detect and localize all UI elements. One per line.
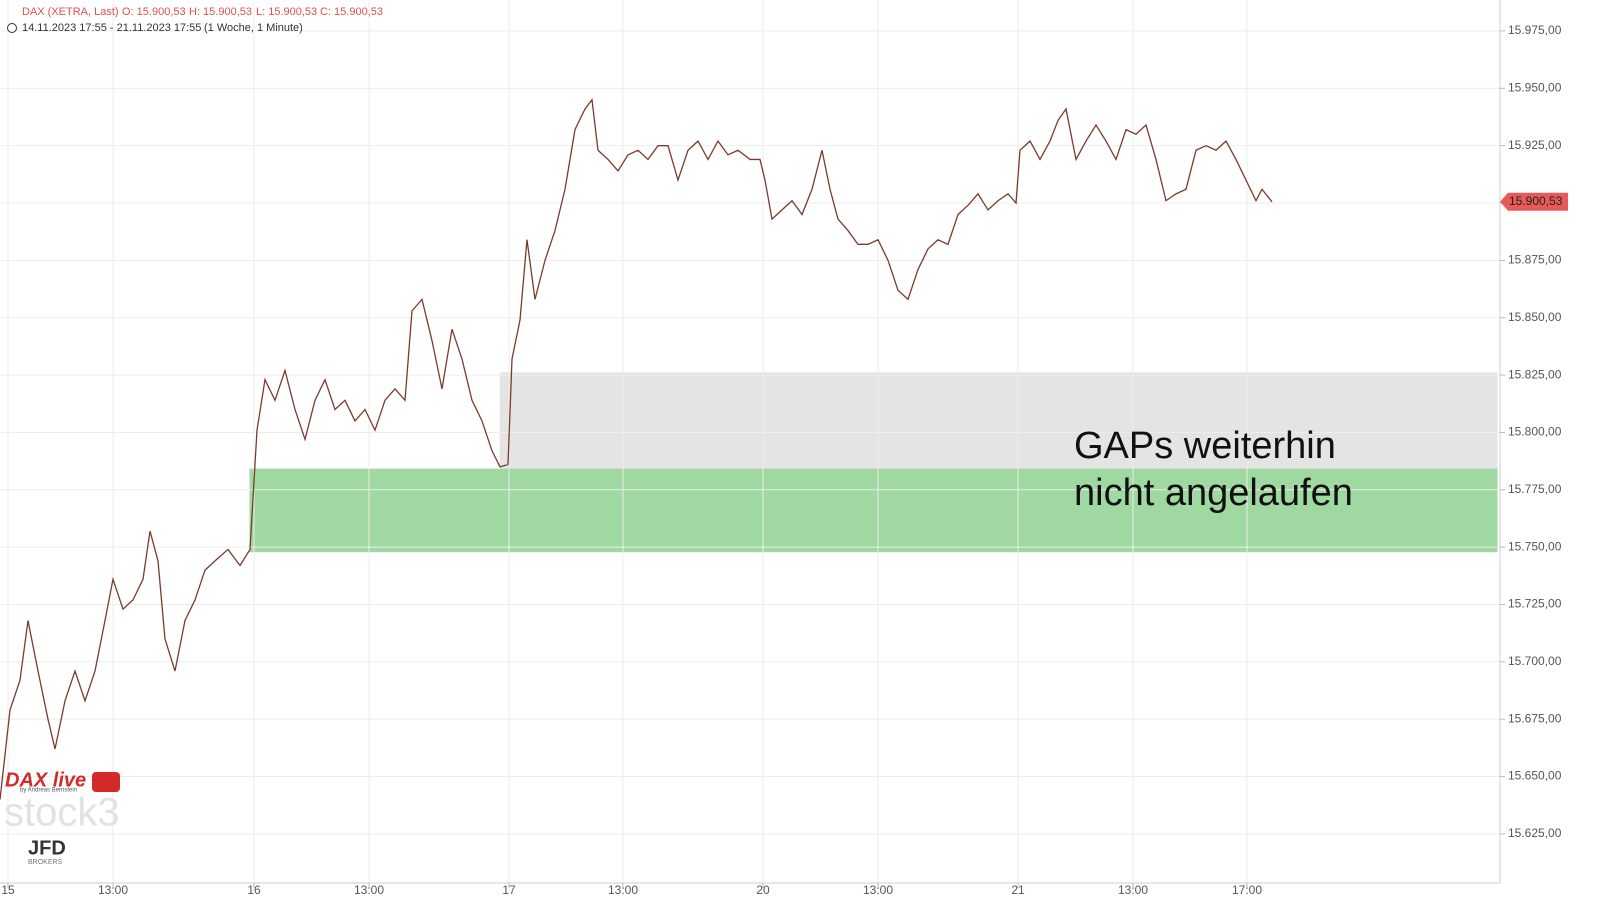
x-tick-label: 21 <box>1011 883 1025 897</box>
y-tick-label: 15.775,00 <box>1508 482 1562 496</box>
last-price-tag <box>1500 192 1568 211</box>
y-tick-label: 15.650,00 <box>1508 769 1562 783</box>
header-close: C: 15.900,53 <box>320 6 383 18</box>
zones <box>249 372 1498 553</box>
y-tick-label: 15.750,00 <box>1508 539 1562 553</box>
gap-zone <box>499 372 1498 470</box>
interval-text: (1 Woche, 1 Minute) <box>204 22 303 34</box>
x-tick-label: 13:00 <box>98 883 128 897</box>
range-text: 14.11.2023 17:55 - 21.11.2023 17:55 <box>22 22 201 34</box>
header-high: H: 15.900,53 <box>189 6 252 18</box>
logo-dax-live-sub: by Andreas Bernstein <box>20 788 77 794</box>
logo-stock3: stock3 <box>4 791 120 835</box>
clock-icon <box>7 23 17 33</box>
x-tick-label: 17:00 <box>1232 883 1262 897</box>
y-tick-label: 15.825,00 <box>1508 367 1562 381</box>
x-tick-label: 15 <box>1 883 15 897</box>
x-tick-label: 20 <box>756 883 770 897</box>
y-tick-label: 15.725,00 <box>1508 597 1562 611</box>
y-tick-label: 15.675,00 <box>1508 711 1562 725</box>
last-price-label: 15.900,53 <box>1509 194 1563 208</box>
logo-jfd: JFD <box>28 837 66 859</box>
x-tick-label: 16 <box>247 883 261 897</box>
price-line <box>0 98 1273 800</box>
x-tick-label: 13:00 <box>1118 883 1148 897</box>
x-tick-label: 13:00 <box>354 883 384 897</box>
logo-play <box>92 772 120 792</box>
x-tick-label: 13:00 <box>608 883 638 897</box>
y-tick-label: 15.800,00 <box>1508 425 1562 439</box>
annotation: nicht angelaufen <box>1074 472 1353 514</box>
header-open: O: 15.900,53 <box>122 6 186 18</box>
y-tick-label: 15.850,00 <box>1508 310 1562 324</box>
y-tick-label: 15.700,00 <box>1508 654 1562 668</box>
gap-zone <box>249 468 1498 553</box>
annotation: GAPs weiterhin <box>1074 425 1336 467</box>
y-tick-label: 15.625,00 <box>1508 826 1562 840</box>
header-low: L: 15.900,53 <box>256 6 317 18</box>
logo-dax-live: DAX live <box>5 769 86 791</box>
header-title: DAX (XETRA, Last) <box>22 6 119 18</box>
y-tick-label: 15.975,00 <box>1508 23 1562 37</box>
logo-jfd-sub: BROKERS <box>28 859 63 866</box>
x-tick-label: 17 <box>502 883 516 897</box>
y-tick-label: 15.925,00 <box>1508 138 1562 152</box>
x-tick-label: 13:00 <box>863 883 893 897</box>
y-tick-label: 15.875,00 <box>1508 253 1562 267</box>
y-tick-label: 15.950,00 <box>1508 80 1562 94</box>
